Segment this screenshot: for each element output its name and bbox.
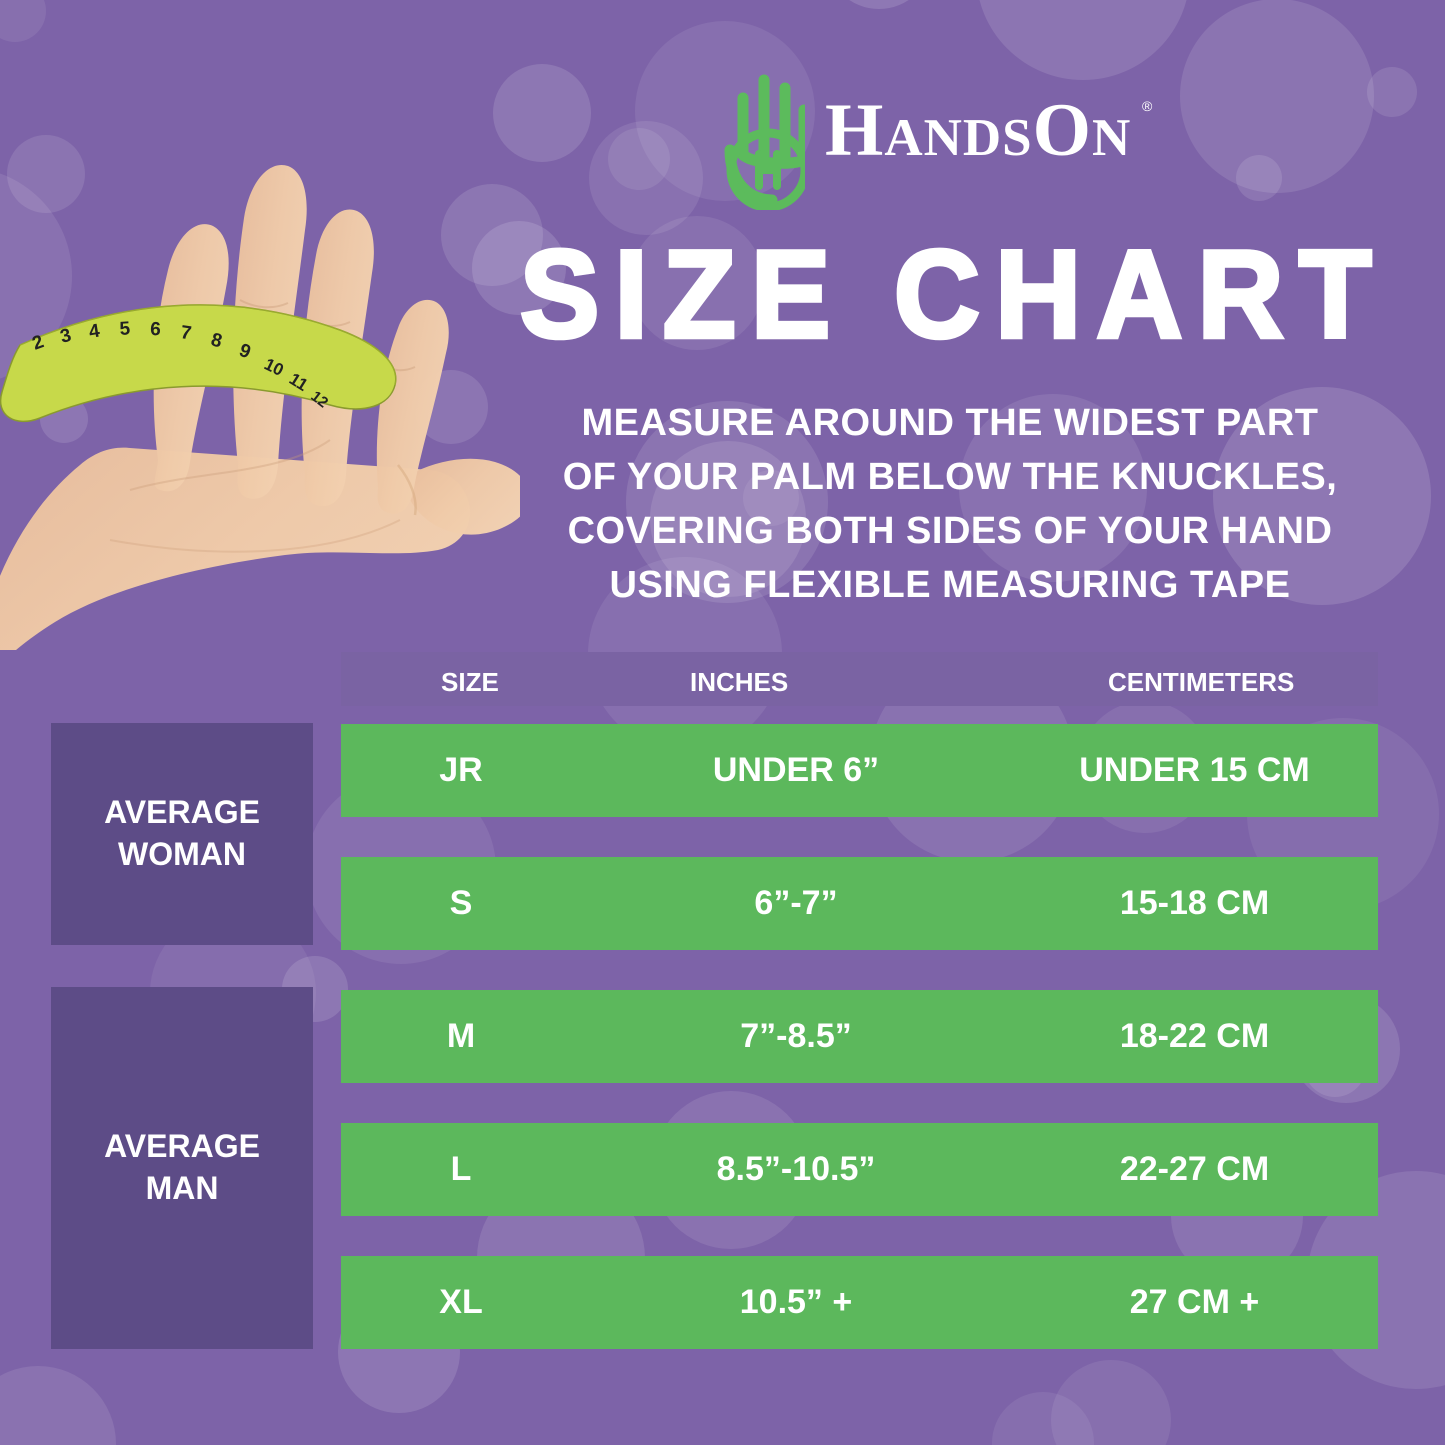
svg-text:6: 6: [150, 319, 161, 340]
svg-text:5: 5: [119, 318, 131, 340]
